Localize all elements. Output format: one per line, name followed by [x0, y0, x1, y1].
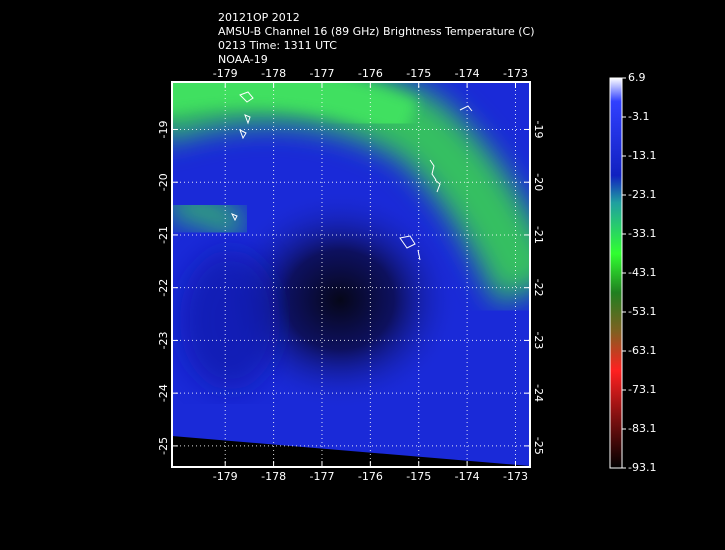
header-line: 20121OP 2012: [218, 11, 300, 24]
map-image: [172, 82, 530, 467]
colorbar-label: -3.1: [628, 110, 649, 123]
x-tick-label: -174: [455, 470, 480, 483]
x-tick-label: -176: [358, 470, 383, 483]
y-tick-label: -20: [532, 173, 545, 191]
y-tick-label: -25: [532, 437, 545, 455]
y-tick-label: -22: [532, 279, 545, 297]
x-tick-label: -173: [503, 67, 528, 80]
no-data: [172, 436, 530, 467]
x-tick-label: -179: [213, 470, 238, 483]
dark-patch: [180, 250, 280, 390]
x-tick-label: -178: [261, 67, 286, 80]
y-tick-label: -20: [157, 173, 170, 191]
colorbar-label: -43.1: [628, 266, 656, 279]
colorbar-label: -23.1: [628, 188, 656, 201]
storm-eye: [220, 190, 460, 410]
colorbar: [609, 77, 623, 469]
colorbar-label: -33.1: [628, 227, 656, 240]
green-band-west: [172, 192, 249, 243]
colorbar-label: -13.1: [628, 149, 656, 162]
colorbar-label: -83.1: [628, 422, 656, 435]
y-tick-label: -19: [157, 120, 170, 138]
x-tick-label: -177: [309, 67, 334, 80]
y-tick-label: -19: [532, 120, 545, 138]
y-tick-label: -24: [532, 384, 545, 402]
x-tick-label: -173: [503, 470, 528, 483]
header-line: NOAA-19: [218, 53, 268, 66]
colorbar-label: 6.9: [628, 71, 646, 84]
colorbar-label: -53.1: [628, 305, 656, 318]
y-tick-label: -23: [157, 331, 170, 349]
green-band-core: [172, 82, 418, 139]
x-tick-label: -179: [213, 67, 238, 80]
y-tick-label: -23: [532, 331, 545, 349]
x-tick-label: -177: [309, 470, 334, 483]
header-line: 0213 Time: 1311 UTC: [218, 39, 337, 52]
colorbar-label: -93.1: [628, 461, 656, 474]
x-tick-label: -175: [406, 67, 431, 80]
x-tick-label: -178: [261, 470, 286, 483]
y-tick-label: -24: [157, 384, 170, 402]
x-tick-label: -176: [358, 67, 383, 80]
map-frame: [171, 81, 531, 468]
y-tick-label: -22: [157, 279, 170, 297]
header-line: AMSU-B Channel 16 (89 GHz) Brightness Te…: [218, 25, 535, 38]
colorbar-label: -63.1: [628, 344, 656, 357]
y-tick-label: -25: [157, 437, 170, 455]
y-tick-label: -21: [532, 226, 545, 244]
y-tick-label: -21: [157, 226, 170, 244]
x-tick-label: -175: [406, 470, 431, 483]
x-tick-label: -174: [455, 67, 480, 80]
colorbar-label: -73.1: [628, 383, 656, 396]
